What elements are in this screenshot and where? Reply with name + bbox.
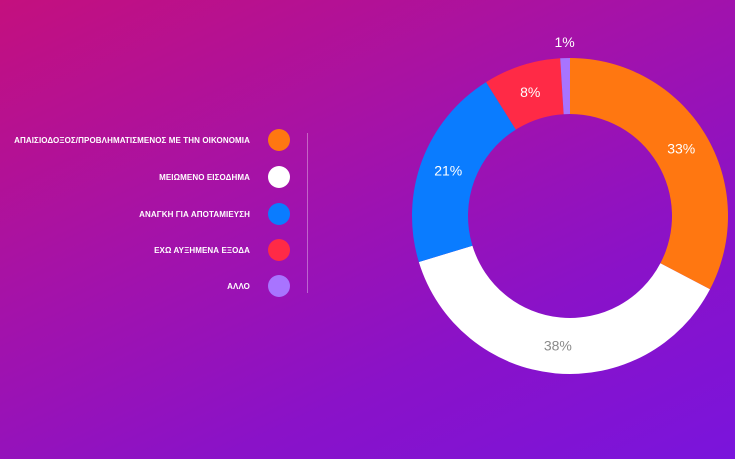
- slice-reduced-income: [418, 245, 710, 375]
- donut-slices: [412, 58, 729, 375]
- legend-item-increased-expenses: ΕΧΩ ΑΥΞΗΜΕΝΑ ΕΞΟΔΑ: [154, 238, 290, 262]
- value-label: 1%: [554, 34, 574, 50]
- legend-swatch: [268, 166, 290, 188]
- legend-label: ΑΝΑΓΚΗ ΓΙΑ ΑΠΟΤΑΜΙΕΥΣΗ: [139, 209, 250, 219]
- legend-label: ΕΧΩ ΑΥΞΗΜΕΝΑ ΕΞΟΔΑ: [154, 245, 250, 255]
- legend-swatch: [268, 203, 290, 225]
- legend-item-reduced-income: ΜΕΙΩΜΕΝΟ ΕΙΣΟΔΗΜΑ: [159, 165, 290, 189]
- legend-label: ΜΕΙΩΜΕΝΟ ΕΙΣΟΔΗΜΑ: [159, 172, 250, 182]
- legend-item-need-savings: ΑΝΑΓΚΗ ΓΙΑ ΑΠΟΤΑΜΙΕΥΣΗ: [139, 202, 290, 226]
- value-label: 21%: [434, 162, 462, 178]
- slice-need-savings: [412, 82, 516, 263]
- value-label: 8%: [520, 84, 540, 100]
- legend-swatch: [268, 239, 290, 261]
- slice-other: [560, 58, 570, 115]
- legend-divider: [307, 133, 308, 293]
- legend-swatch: [268, 275, 290, 297]
- value-label: 38%: [544, 337, 572, 353]
- legend-label: ΑΛΛΟ: [227, 281, 250, 291]
- legend-item-other: ΑΛΛΟ: [227, 274, 290, 298]
- slice-pessimistic: [570, 58, 729, 290]
- legend-label: ΑΠΑΙΣΙΟΔΟΞΟΣ/ΠΡΟΒΛΗΜΑΤΙΣΜΕΝΟΣ ΜΕ ΤΗΝ ΟΙΚ…: [14, 135, 250, 145]
- value-label: 33%: [667, 141, 695, 157]
- legend-swatch: [268, 129, 290, 151]
- legend-item-pessimistic: ΑΠΑΙΣΙΟΔΟΞΟΣ/ΠΡΟΒΛΗΜΑΤΙΣΜΕΝΟΣ ΜΕ ΤΗΝ ΟΙΚ…: [14, 128, 290, 152]
- donut-value-labels: 33% 38% 21% 8% 1%: [434, 34, 695, 353]
- slice-increased-expenses: [486, 58, 564, 130]
